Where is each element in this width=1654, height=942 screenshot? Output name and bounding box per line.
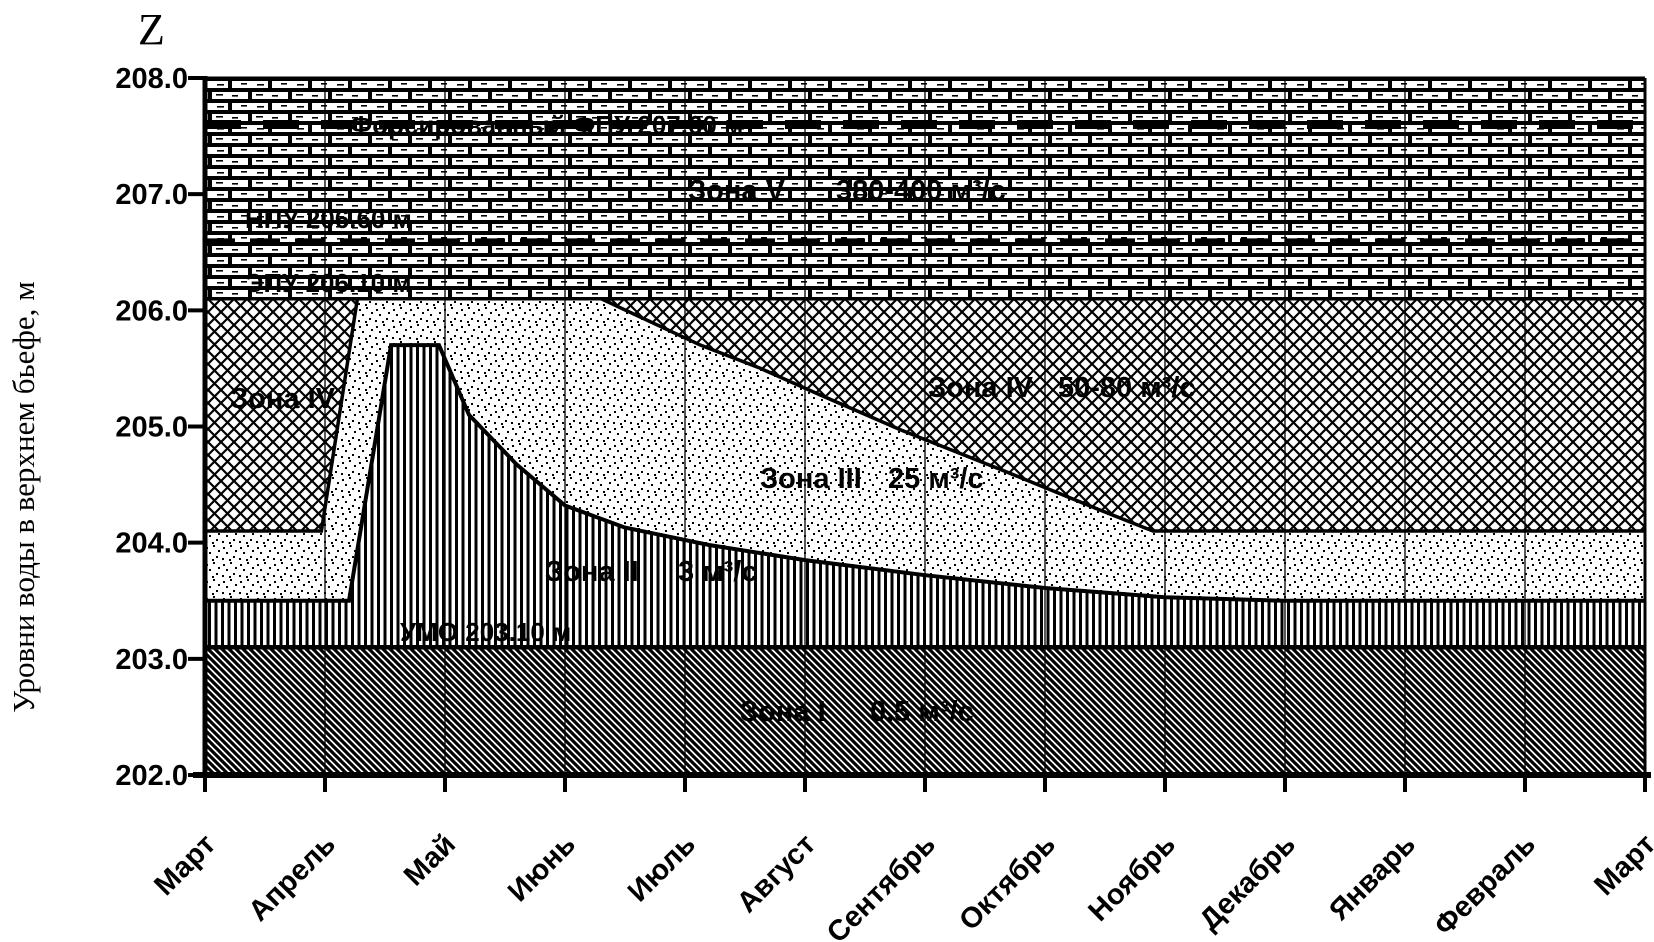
zone-iv-left-label: Зона IV bbox=[230, 383, 336, 415]
x-axis-label: Январь bbox=[1323, 828, 1422, 927]
npu-label: НПУ 206.60 м bbox=[245, 204, 412, 234]
y-axis-label: 203.0 bbox=[115, 644, 188, 676]
x-axis-label: Февраль bbox=[1428, 828, 1542, 942]
x-axis-label: Март bbox=[1588, 828, 1654, 902]
y-axis-label: 204.0 bbox=[115, 528, 188, 560]
chart-annotations: Форсированный ФПУ 207.60 м НПУ 206.60 м … bbox=[230, 110, 1196, 728]
y-axis-title: Уровни воды в верхнем бьефе, м bbox=[6, 281, 41, 713]
zone-i-flow-label: 0.5 м³/с bbox=[870, 696, 974, 728]
z-axis-symbol: Z bbox=[138, 5, 165, 54]
y-axis-label: 205.0 bbox=[115, 412, 188, 444]
month-gridlines bbox=[324, 78, 1526, 775]
epu-label: ЭПУ 206.10 м bbox=[245, 268, 412, 298]
zone-ii-upper-boundary-line bbox=[205, 343, 1645, 603]
x-axis-label: Июнь bbox=[502, 828, 582, 908]
x-axis-label: Август bbox=[731, 828, 822, 919]
x-axis-label: Май bbox=[398, 828, 462, 892]
zone-v-flow-label: 380-400 м³/с bbox=[836, 175, 1006, 207]
zone-iv-flow-label: 50-80 м³/с bbox=[1058, 372, 1196, 404]
zone-i-name-label: Зона I bbox=[740, 696, 826, 728]
y-axis-tick-labels: 208.0 207.0 206.0 205.0 204.0 203.0 202.0 bbox=[115, 63, 188, 792]
fpu-label: Форсированный ФПУ 207.60 м bbox=[350, 110, 743, 140]
y-axis-label: 208.0 bbox=[115, 63, 188, 95]
x-axis-label: Апрель bbox=[243, 828, 342, 927]
y-axis-label: 207.0 bbox=[115, 179, 188, 211]
x-axis-ticks bbox=[203, 775, 1647, 792]
zone-ii-flow-label: 3 м³/с bbox=[678, 556, 757, 588]
boundary-lines bbox=[205, 119, 1645, 650]
y-axis-label: 206.0 bbox=[115, 295, 188, 327]
umo-label: УМО 203.10 м bbox=[400, 617, 571, 647]
zone-iii-flow-label: 25 м³/с bbox=[888, 463, 984, 495]
x-axis-label: Ноябрь bbox=[1082, 828, 1181, 927]
zone-iv-name-label: Зона IV bbox=[928, 372, 1034, 404]
zone-iii-upper-boundary-line bbox=[205, 296, 1645, 533]
x-axis-label: Декабрь bbox=[1194, 828, 1302, 936]
x-axis-label: Март bbox=[148, 828, 222, 902]
x-axis-label: Октябрь bbox=[953, 828, 1062, 937]
x-axis-label: Июль bbox=[622, 828, 702, 908]
x-axis-label: Сентябрь bbox=[821, 828, 942, 942]
y-axis-label: 202.0 bbox=[115, 760, 188, 792]
zone-v-name-label: Зона V bbox=[688, 175, 786, 207]
zone-iii-name-label: Зона III bbox=[760, 463, 862, 495]
zone-ii-name-label: Зона II bbox=[545, 556, 639, 588]
y-axis-ticks bbox=[188, 76, 205, 777]
